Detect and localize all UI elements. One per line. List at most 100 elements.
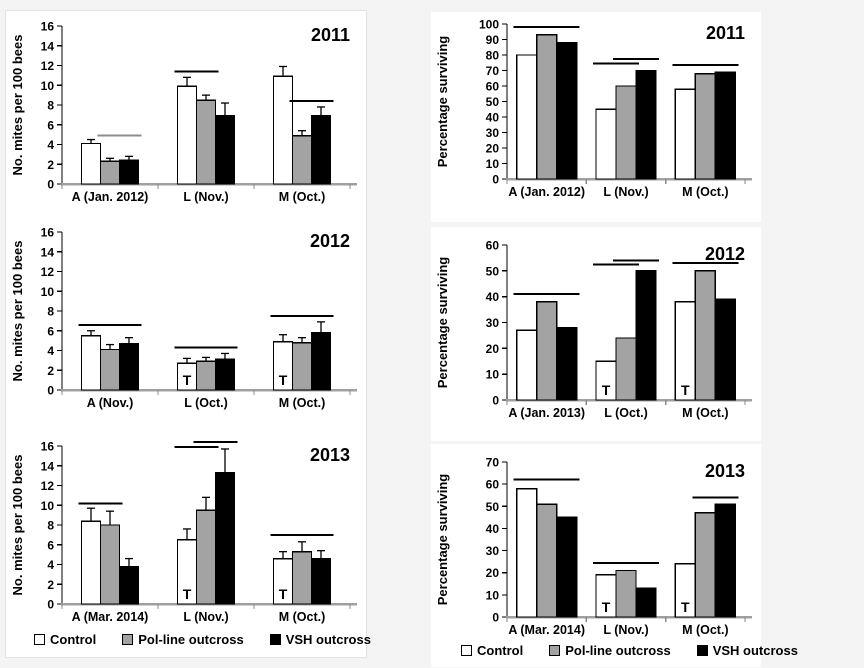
y-tick-label: 50 — [486, 500, 500, 514]
bar-control — [80, 142, 102, 185]
y-tick-label: 8 — [47, 305, 54, 319]
y-tick-label: 16 — [41, 440, 55, 454]
bar-control — [515, 487, 538, 618]
y-tick-label: 6 — [47, 538, 54, 552]
legend-item-polline: Pol-line outcross — [549, 643, 671, 658]
t-marker: T — [279, 586, 288, 602]
y-axis-label: Percentage surviving — [435, 36, 450, 168]
y-tick-label: 40 — [486, 522, 500, 536]
legend-swatch-vsh-icon — [696, 645, 708, 656]
y-tick-label: 12 — [41, 479, 55, 493]
bar-polline — [195, 99, 217, 185]
legend-swatch-vsh-icon — [269, 634, 281, 645]
bar-vsh — [635, 587, 657, 618]
y-tick-label: 40 — [486, 290, 500, 304]
chart-surviving-2012: 0 10 20 30 40 50 60 A (Jan. 2013) T L (Oct.) T M (O… — [433, 235, 757, 440]
y-tick-label: 50 — [486, 264, 500, 278]
y-tick-label: 4 — [47, 344, 54, 358]
y-tick-label: 0 — [492, 394, 499, 408]
chart-svg-mites-2012: 0 2 4 6 8 10 12 14 16 A (Nov.) T L (Oct.) T M (Oct.) 2… — [10, 226, 357, 410]
t-marker: T — [681, 599, 690, 615]
y-axis-label: No. mites per 100 bees — [10, 35, 25, 176]
t-marker: T — [681, 382, 690, 398]
chart-year-title: 2012 — [705, 244, 745, 264]
y-tick-label: 0 — [47, 598, 54, 612]
legend-item-polline: Pol-line outcross — [122, 632, 244, 647]
bar-control — [272, 75, 294, 185]
y-axis-label: Percentage surviving — [435, 257, 450, 389]
bar-vsh — [310, 115, 332, 185]
bar-vsh — [714, 503, 737, 618]
bar-vsh — [214, 115, 236, 185]
legend-item-control: Control — [461, 643, 523, 658]
legend-label: Control — [477, 643, 524, 658]
legend-swatch-polline-icon — [549, 645, 561, 656]
bar-vsh — [214, 358, 236, 391]
y-tick-label: 10 — [41, 79, 55, 93]
bar-vsh — [310, 332, 332, 391]
t-marker: T — [279, 372, 288, 388]
y-tick-label: 90 — [486, 33, 500, 47]
surviving-2011-panel: 0 10 20 30 40 50 60 70 80 90 100 A (Jan. 2012) L (No… — [431, 12, 761, 222]
bar-polline — [99, 160, 121, 185]
y-tick-label: 70 — [486, 64, 500, 78]
bar-polline — [535, 503, 558, 618]
bar-control — [80, 334, 102, 391]
surviving-2012-panel: 0 10 20 30 40 50 60 A (Jan. 2013) T L (Oct.) T M (O… — [431, 227, 761, 441]
t-marker: T — [183, 372, 192, 388]
y-tick-label: 20 — [486, 342, 500, 356]
y-tick-label: 10 — [41, 285, 55, 299]
chart-mites-2011: 0 2 4 6 8 10 12 14 16 A (Jan. 2012) L (Nov.) M (Oct… — [8, 13, 360, 216]
y-tick-label: 2 — [47, 158, 54, 172]
y-tick-label: 0 — [492, 611, 499, 625]
bar-polline — [615, 85, 637, 180]
mites-charts-panel: 0 2 4 6 8 10 12 14 16 A (Jan. 2012) L (Nov.) M (Oct… — [5, 10, 371, 658]
t-marker: T — [183, 586, 192, 602]
y-tick-label: 0 — [47, 384, 54, 398]
y-tick-label: 8 — [47, 99, 54, 113]
category-label: L (Nov.) — [603, 185, 648, 199]
bar-polline — [291, 550, 313, 605]
bar-vsh — [555, 326, 578, 401]
chart-year-title: 2011 — [706, 23, 745, 43]
bar-vsh — [714, 71, 737, 180]
category-label: L (Nov.) — [603, 623, 648, 637]
bar-vsh — [214, 471, 236, 605]
category-label: A (Mar. 2014) — [508, 623, 585, 637]
chart-year-title: 2011 — [311, 25, 350, 45]
category-label: A (Nov.) — [87, 396, 134, 410]
category-label: M (Oct.) — [682, 185, 729, 199]
y-tick-label: 6 — [47, 118, 54, 132]
bar-vsh — [118, 342, 140, 391]
y-tick-label: 100 — [479, 18, 499, 32]
y-tick-label: 20 — [486, 566, 500, 580]
legend-label: VSH outcross — [285, 632, 371, 647]
category-label: L (Nov.) — [183, 190, 228, 204]
category-label: M (Oct.) — [279, 190, 326, 204]
bar-vsh — [118, 565, 140, 605]
y-tick-label: 16 — [41, 226, 55, 240]
y-tick-label: 4 — [47, 558, 54, 572]
bar-polline — [195, 360, 217, 391]
chart-svg-surviving-2013: 0 10 20 30 40 50 60 70 A (Mar. 2014) T L (Nov.) T M … — [435, 456, 752, 637]
chart-mites-2012: 0 2 4 6 8 10 12 14 16 A (Nov.) T L (Oct.) T M (Oct.) 2… — [8, 219, 360, 422]
y-tick-label: 10 — [486, 157, 500, 171]
bar-polline — [615, 337, 637, 401]
y-axis-label: Percentage surviving — [435, 474, 450, 606]
y-tick-label: 2 — [47, 364, 54, 378]
bar-control — [674, 88, 697, 180]
legend-mites: Control Pol-line outcross VSH outcross — [34, 632, 371, 647]
bar-control — [515, 54, 538, 180]
bar-control — [595, 108, 617, 180]
chart-mites-2013: 0 2 4 6 8 10 12 14 16 A (Mar. 2014) T L (Nov.) T M (O… — [8, 433, 360, 636]
legend-label: Pol-line outcross — [138, 632, 244, 647]
t-marker: T — [602, 382, 611, 398]
legend-swatch-control-icon — [34, 634, 45, 645]
y-axis-label: No. mites per 100 bees — [10, 241, 25, 382]
bar-vsh — [118, 159, 140, 185]
y-tick-label: 16 — [41, 20, 55, 34]
y-tick-label: 60 — [486, 80, 500, 94]
y-tick-label: 10 — [41, 499, 55, 513]
y-tick-label: 20 — [486, 142, 500, 156]
